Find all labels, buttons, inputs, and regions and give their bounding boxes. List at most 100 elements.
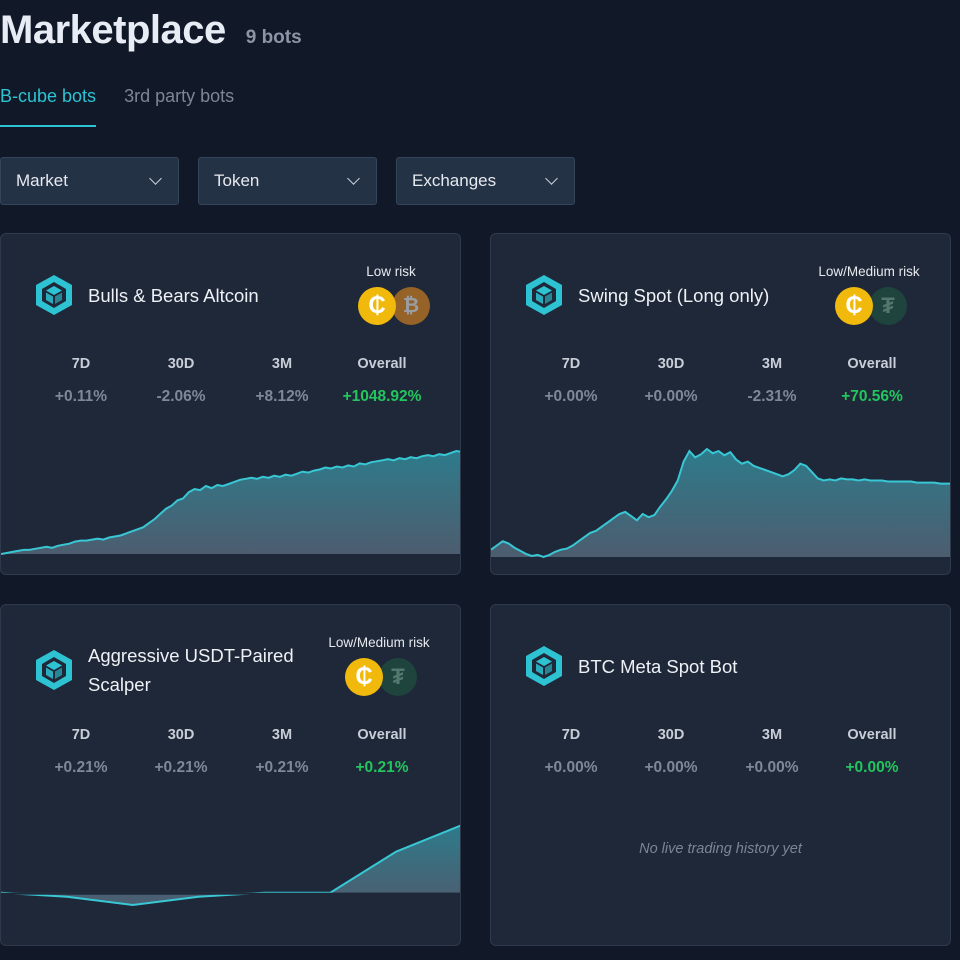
tether-coin-icon: ₮	[379, 658, 417, 696]
stat-value: -2.31%	[747, 388, 797, 405]
stat-30d: 30D +0.00%	[621, 356, 721, 406]
bot-name: BTC Meta Spot Bot	[578, 655, 738, 677]
tab-bar: B-cube bots 3rd party bots	[0, 86, 262, 127]
stat-7d: 7D +0.00%	[521, 727, 621, 777]
stat-3m: 3M +8.12%	[232, 356, 332, 406]
cardano-c-coin-icon: ₵	[345, 658, 383, 696]
performance-chart	[1, 824, 460, 907]
stat-value: +0.11%	[54, 388, 108, 405]
page-title: Marketplace	[0, 8, 226, 52]
tab-b-cube-bots[interactable]: B-cube bots	[0, 86, 97, 127]
stat-label: 30D	[657, 356, 685, 372]
token-dropdown[interactable]: Token	[198, 157, 377, 205]
stat-value: +70.56%	[841, 388, 903, 405]
stat-label: 7D	[561, 356, 581, 372]
stat-label: 7D	[71, 727, 91, 743]
coin-pair: ₵ ₮	[345, 658, 425, 698]
chart-baseline	[1, 892, 460, 895]
stat-label: 3M	[271, 727, 293, 743]
stat-7d: 7D +0.00%	[521, 356, 621, 406]
stat-overall: Overall +0.21%	[332, 727, 432, 777]
performance-chart	[1, 449, 460, 555]
tether-coin-icon: ₮	[869, 287, 907, 325]
chart-area	[491, 449, 950, 557]
exchanges-dropdown-label: Exchanges	[412, 171, 497, 190]
cardano-c-coin-icon: ₵	[835, 287, 873, 325]
stat-value: +0.21%	[355, 759, 409, 776]
stat-label: 7D	[71, 356, 91, 372]
stat-label: Overall	[357, 727, 407, 743]
stat-value: +0.00%	[644, 759, 698, 776]
bot-card-header: BTC Meta Spot Bot	[525, 645, 737, 687]
stat-label: Overall	[847, 727, 897, 743]
stat-label: 30D	[657, 727, 685, 743]
stat-value: +0.21%	[54, 759, 108, 776]
bot-count: 9 bots	[245, 27, 302, 48]
filter-bar: Market Token Exchanges	[0, 157, 594, 205]
chevron-down-icon	[347, 172, 360, 185]
page-header: Marketplace 9 bots	[0, 8, 302, 53]
b-cube-logo-icon	[35, 649, 73, 691]
stat-label: 30D	[167, 727, 195, 743]
b-cube-logo-icon	[525, 274, 563, 316]
stat-label: 3M	[761, 727, 783, 743]
tab-3rd-party-bots[interactable]: 3rd party bots	[124, 86, 235, 106]
chart-area	[1, 825, 460, 905]
market-dropdown-label: Market	[16, 171, 68, 190]
stat-overall: Overall +0.00%	[822, 727, 922, 777]
market-dropdown[interactable]: Market	[0, 157, 179, 205]
risk-badge: Low risk	[366, 264, 416, 279]
stat-3m: 3M +0.21%	[232, 727, 332, 777]
stat-value: +0.00%	[544, 759, 598, 776]
bot-name: Bulls & Bears Altcoin	[88, 284, 259, 306]
stat-value: +0.21%	[154, 759, 208, 776]
risk-badge: Low/Medium risk	[328, 635, 430, 650]
stat-7d: 7D +0.21%	[31, 727, 131, 777]
coin-pair: ₵ ₮	[835, 287, 915, 327]
stat-label: 3M	[761, 356, 783, 372]
stat-label: 7D	[561, 727, 581, 743]
chevron-down-icon	[545, 172, 558, 185]
bot-name: Swing Spot (Long only)	[578, 284, 770, 306]
stat-value: +1048.92%	[342, 388, 422, 405]
bot-card[interactable]: Swing Spot (Long only) Low/Medium risk ₵…	[490, 233, 951, 575]
bot-card[interactable]: Aggressive USDT-Paired Scalper Low/Mediu…	[0, 604, 461, 946]
chevron-down-icon	[149, 172, 162, 185]
stat-7d: 7D +0.11%	[31, 356, 131, 406]
bot-card-header: Aggressive USDT-Paired Scalper	[35, 641, 308, 699]
stat-30d: 30D +0.21%	[131, 727, 231, 777]
exchanges-dropdown[interactable]: Exchanges	[396, 157, 575, 205]
chart-line	[1, 824, 460, 907]
coin-pair: ₵ ₿	[358, 287, 438, 327]
stat-overall: Overall +70.56%	[822, 356, 922, 406]
stat-label: 30D	[167, 356, 195, 372]
stat-value: +0.00%	[845, 759, 899, 776]
performance-chart	[491, 447, 950, 559]
cardano-c-coin-icon: ₵	[358, 287, 396, 325]
bot-card[interactable]: Bulls & Bears Altcoin Low risk ₵ ₿ 7D +0.…	[0, 233, 461, 575]
stat-value: -2.06%	[156, 388, 206, 405]
stat-value: +8.12%	[255, 388, 309, 405]
chart-line	[1, 449, 460, 555]
empty-history-note: No live trading history yet	[639, 841, 802, 857]
chart-area	[1, 451, 460, 554]
stat-label: Overall	[847, 356, 897, 372]
stat-30d: 30D +0.00%	[621, 727, 721, 777]
bitcoin-coin-icon: ₿	[392, 287, 430, 325]
b-cube-logo-icon	[525, 645, 563, 687]
stat-value: +0.00%	[644, 388, 698, 405]
stat-value: +0.21%	[255, 759, 309, 776]
stat-value: +0.00%	[544, 388, 598, 405]
stat-label: 3M	[271, 356, 293, 372]
bot-name: Aggressive USDT-Paired Scalper	[88, 645, 294, 695]
b-cube-logo-icon	[35, 274, 73, 316]
stat-label: Overall	[357, 356, 407, 372]
bot-card-header: Bulls & Bears Altcoin	[35, 274, 259, 316]
stat-value: +0.00%	[745, 759, 799, 776]
risk-badge: Low/Medium risk	[818, 264, 920, 279]
chart-line	[491, 447, 950, 559]
stat-3m: 3M +0.00%	[722, 727, 822, 777]
bot-card[interactable]: BTC Meta Spot Bot Low risk ₿₮ 7D +0.00% …	[490, 604, 951, 946]
bot-card-header: Swing Spot (Long only)	[525, 274, 769, 316]
